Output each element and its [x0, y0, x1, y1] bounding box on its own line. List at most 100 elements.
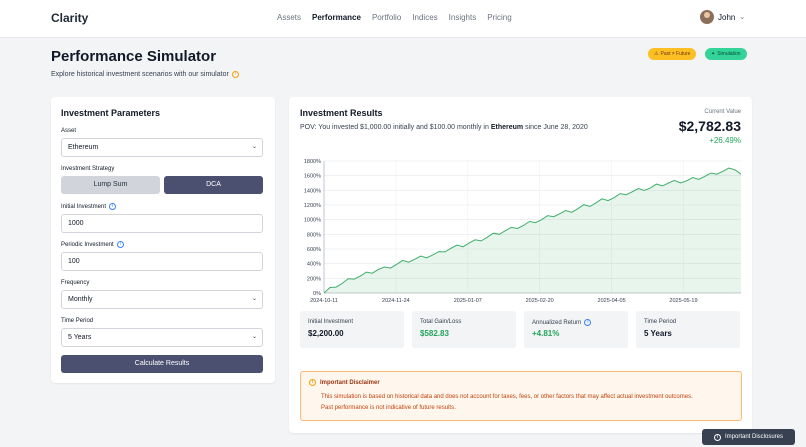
disclaimer-title-text: Important Disclaimer [320, 379, 380, 386]
nav-performance[interactable]: Performance [312, 13, 361, 22]
stat-label: Initial Investment [308, 319, 354, 325]
info-icon[interactable]: i [584, 319, 592, 326]
past-future-badge-label: Past ≠ Future [660, 51, 691, 57]
pov-prefix: POV: You invested $1,000.00 initially an… [300, 124, 491, 131]
x-tick-label: 2025-04-05 [598, 298, 626, 304]
chevron-down-icon: ⌄ [739, 14, 746, 21]
time-period-select[interactable]: 5 Years ⌄ [61, 328, 263, 347]
pov-text: POV: You invested $1,000.00 initially an… [300, 124, 588, 131]
current-value-label: Current Value [704, 109, 741, 115]
series-area [324, 168, 741, 293]
asset-select[interactable]: Ethereum ⌄ [61, 138, 263, 157]
initial-investment-label-text: Initial Investment [61, 203, 107, 210]
stat-value: $2,200.00 [308, 329, 344, 338]
time-period-label: Time Period [61, 318, 94, 324]
user-menu[interactable]: John ⌄ [700, 10, 745, 24]
important-disclosures-label: Important Disclosures [724, 434, 784, 440]
info-icon[interactable]: i [231, 71, 239, 78]
chevron-down-icon: ⌄ [251, 334, 257, 340]
top-navigation-bar: Clarity Assets Performance Portfolio Ind… [0, 0, 806, 38]
x-tick-label: 2025-05-19 [669, 298, 697, 304]
main-nav: Assets Performance Portfolio Indices Ins… [277, 13, 512, 22]
chevron-down-icon: ⌄ [251, 144, 257, 150]
x-tick-label: 2025-01-07 [454, 298, 482, 304]
time-period-select-value: 5 Years [68, 334, 92, 341]
nav-assets[interactable]: Assets [277, 13, 302, 22]
asset-label: Asset [61, 128, 77, 134]
stat-annualized-return: Annualized Return i +4.81% [524, 311, 628, 348]
x-tick-label: 2025-02-20 [526, 298, 554, 304]
frequency-label: Frequency [61, 280, 90, 286]
stat-label: Time Period [644, 319, 677, 325]
strategy-label: Investment Strategy [61, 166, 115, 172]
y-tick-label: 800% [307, 232, 321, 238]
chevron-down-icon: ⌄ [251, 296, 257, 302]
results-title: Investment Results [300, 108, 383, 118]
disclaimer-text: This simulation is based on historical d… [321, 392, 736, 414]
investment-results-card: Investment Results POV: You invested $1,… [289, 97, 752, 433]
important-disclosures-button[interactable]: i Important Disclosures [702, 429, 795, 445]
nav-portfolio[interactable]: Portfolio [371, 13, 402, 22]
y-tick-label: 400% [307, 262, 321, 268]
asset-select-value: Ethereum [68, 144, 99, 151]
page-subtitle-text: Explore historical investment scenarios … [51, 71, 229, 78]
initial-investment-input[interactable]: 1000 [61, 214, 263, 233]
important-disclaimer: i Important Disclaimer This simulation i… [300, 371, 742, 421]
stat-value: 5 Years [644, 329, 672, 338]
performance-chart: 0% 200% 400% 600% 800% 1000% 1200% 1400% 1600% 18… [304, 159, 742, 304]
frequency-select[interactable]: Monthly ⌄ [61, 290, 263, 309]
investment-parameters-card: Investment Parameters Asset Ethereum ⌄ I… [51, 97, 275, 383]
dca-button[interactable]: DCA [164, 176, 263, 194]
past-future-badge: ⚠ Past ≠ Future [648, 48, 697, 60]
sparkle-icon: ✦ [711, 51, 716, 57]
avatar [700, 10, 714, 24]
y-tick-label: 1600% [304, 174, 321, 180]
stat-label: Total Gain/Loss [420, 319, 462, 325]
periodic-investment-input[interactable]: 100 [61, 252, 263, 271]
stat-value: $582.83 [420, 329, 449, 338]
params-title: Investment Parameters [61, 108, 161, 118]
y-tick-label: 200% [307, 276, 321, 282]
y-tick-label: 1200% [304, 203, 321, 209]
disclaimer-line-1: This simulation is based on historical d… [321, 394, 693, 400]
stat-label: Annualized Return i [532, 319, 592, 326]
y-tick-label: 0% [313, 291, 321, 297]
pov-asset: Ethereum [490, 124, 524, 131]
stat-label-text: Annualized Return [532, 319, 582, 326]
periodic-investment-label: Periodic Investment i [61, 241, 124, 248]
stat-total-gain-loss: Total Gain/Loss $582.83 [412, 311, 516, 348]
stat-value: +4.81% [532, 329, 560, 338]
y-tick-label: 600% [307, 247, 321, 253]
periodic-investment-value: 100 [68, 258, 80, 265]
nav-insights[interactable]: Insights [448, 13, 477, 22]
brand-logo[interactable]: Clarity [51, 11, 89, 25]
y-tick-label: 1000% [304, 218, 321, 224]
simulation-badge: ✦ Simulation [705, 48, 747, 60]
stat-time-period: Time Period 5 Years [636, 311, 740, 348]
y-tick-label: 1400% [304, 188, 321, 194]
info-icon[interactable]: i [116, 241, 124, 248]
info-icon[interactable]: i [109, 203, 117, 210]
x-tick-label: 2024-10-11 [310, 298, 338, 304]
periodic-investment-label-text: Periodic Investment [61, 241, 114, 248]
calculate-results-button[interactable]: Calculate Results [61, 355, 263, 373]
lump-sum-button[interactable]: Lump Sum [61, 176, 160, 194]
info-icon: i [309, 379, 316, 386]
current-value-change: +26.49% [709, 136, 741, 145]
warning-icon: ⚠ [654, 51, 659, 57]
page-title: Performance Simulator [51, 48, 217, 65]
info-icon: i [713, 433, 721, 441]
series-line [323, 167, 742, 294]
disclaimer-line-2: Past performance is not indicative of fu… [321, 405, 456, 411]
current-value: $2,782.83 [678, 118, 741, 134]
user-name: John [718, 12, 736, 22]
y-tick-label: 1800% [304, 159, 321, 165]
page-subtitle: Explore historical investment scenarios … [51, 71, 239, 78]
frequency-select-value: Monthly [68, 296, 93, 303]
nav-indices[interactable]: Indices [412, 13, 438, 22]
stat-initial-investment: Initial Investment $2,200.00 [300, 311, 404, 348]
initial-investment-label: Initial Investment i [61, 203, 117, 210]
disclaimer-title: i Important Disclaimer [309, 379, 380, 386]
nav-pricing[interactable]: Pricing [487, 13, 512, 22]
simulation-badge-label: Simulation [717, 51, 741, 57]
